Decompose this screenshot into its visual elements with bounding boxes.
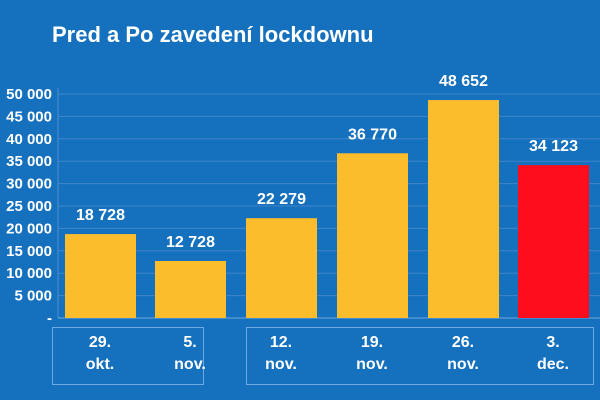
y-tick-label: 50 000 [6, 86, 52, 103]
y-tick-label: 30 000 [6, 176, 52, 193]
data-label: 12 728 [166, 234, 215, 251]
y-tick-label: 40 000 [6, 131, 52, 148]
bar [65, 234, 136, 318]
y-tick-label: 5 000 [14, 288, 52, 305]
x-tick-day: 3. [546, 334, 560, 351]
x-tick-label: 29. okt. [65, 332, 135, 376]
y-tick-label: - [47, 310, 52, 327]
x-tick-month: okt. [85, 356, 115, 373]
x-tick-day: 19. [360, 334, 384, 351]
x-tick-month: nov. [174, 356, 206, 373]
x-tick-label: 12. nov. [246, 332, 316, 376]
bar [155, 260, 226, 318]
y-tick-label: 35 000 [6, 153, 52, 170]
x-tick-day: 29. [88, 334, 112, 351]
bar [518, 165, 589, 318]
data-label: 22 279 [257, 191, 306, 208]
x-tick-month: nov. [356, 356, 388, 373]
x-tick-label: 26. nov. [428, 332, 498, 376]
group-box-before [52, 327, 204, 385]
y-tick-label: 10 000 [6, 265, 52, 282]
x-tick-label: 3. dec. [518, 332, 588, 376]
data-label: 36 770 [348, 126, 397, 143]
x-tick-day: 5. [183, 334, 197, 351]
data-label: 18 728 [76, 207, 125, 224]
chart-title: Pred a Po zavedení lockdownu [52, 22, 374, 47]
x-tick-day: 12. [269, 334, 293, 351]
y-tick-label: 45 000 [6, 108, 52, 125]
bar [246, 218, 317, 318]
x-tick-label: 19. nov. [337, 332, 407, 376]
x-tick-day: 26. [451, 334, 475, 351]
x-tick-label: 5. nov. [155, 332, 225, 376]
x-tick-month: nov. [265, 356, 297, 373]
x-tick-month: dec. [536, 356, 569, 373]
bar [428, 100, 499, 319]
x-tick-month: nov. [447, 356, 479, 373]
data-label: 48 652 [439, 73, 488, 90]
group-box-after [246, 327, 594, 385]
y-tick-label: 15 000 [6, 243, 52, 260]
y-tick-label: 25 000 [6, 198, 52, 215]
data-label: 34 123 [529, 138, 578, 155]
y-tick-label: 20 000 [6, 220, 52, 237]
bar [337, 153, 408, 318]
